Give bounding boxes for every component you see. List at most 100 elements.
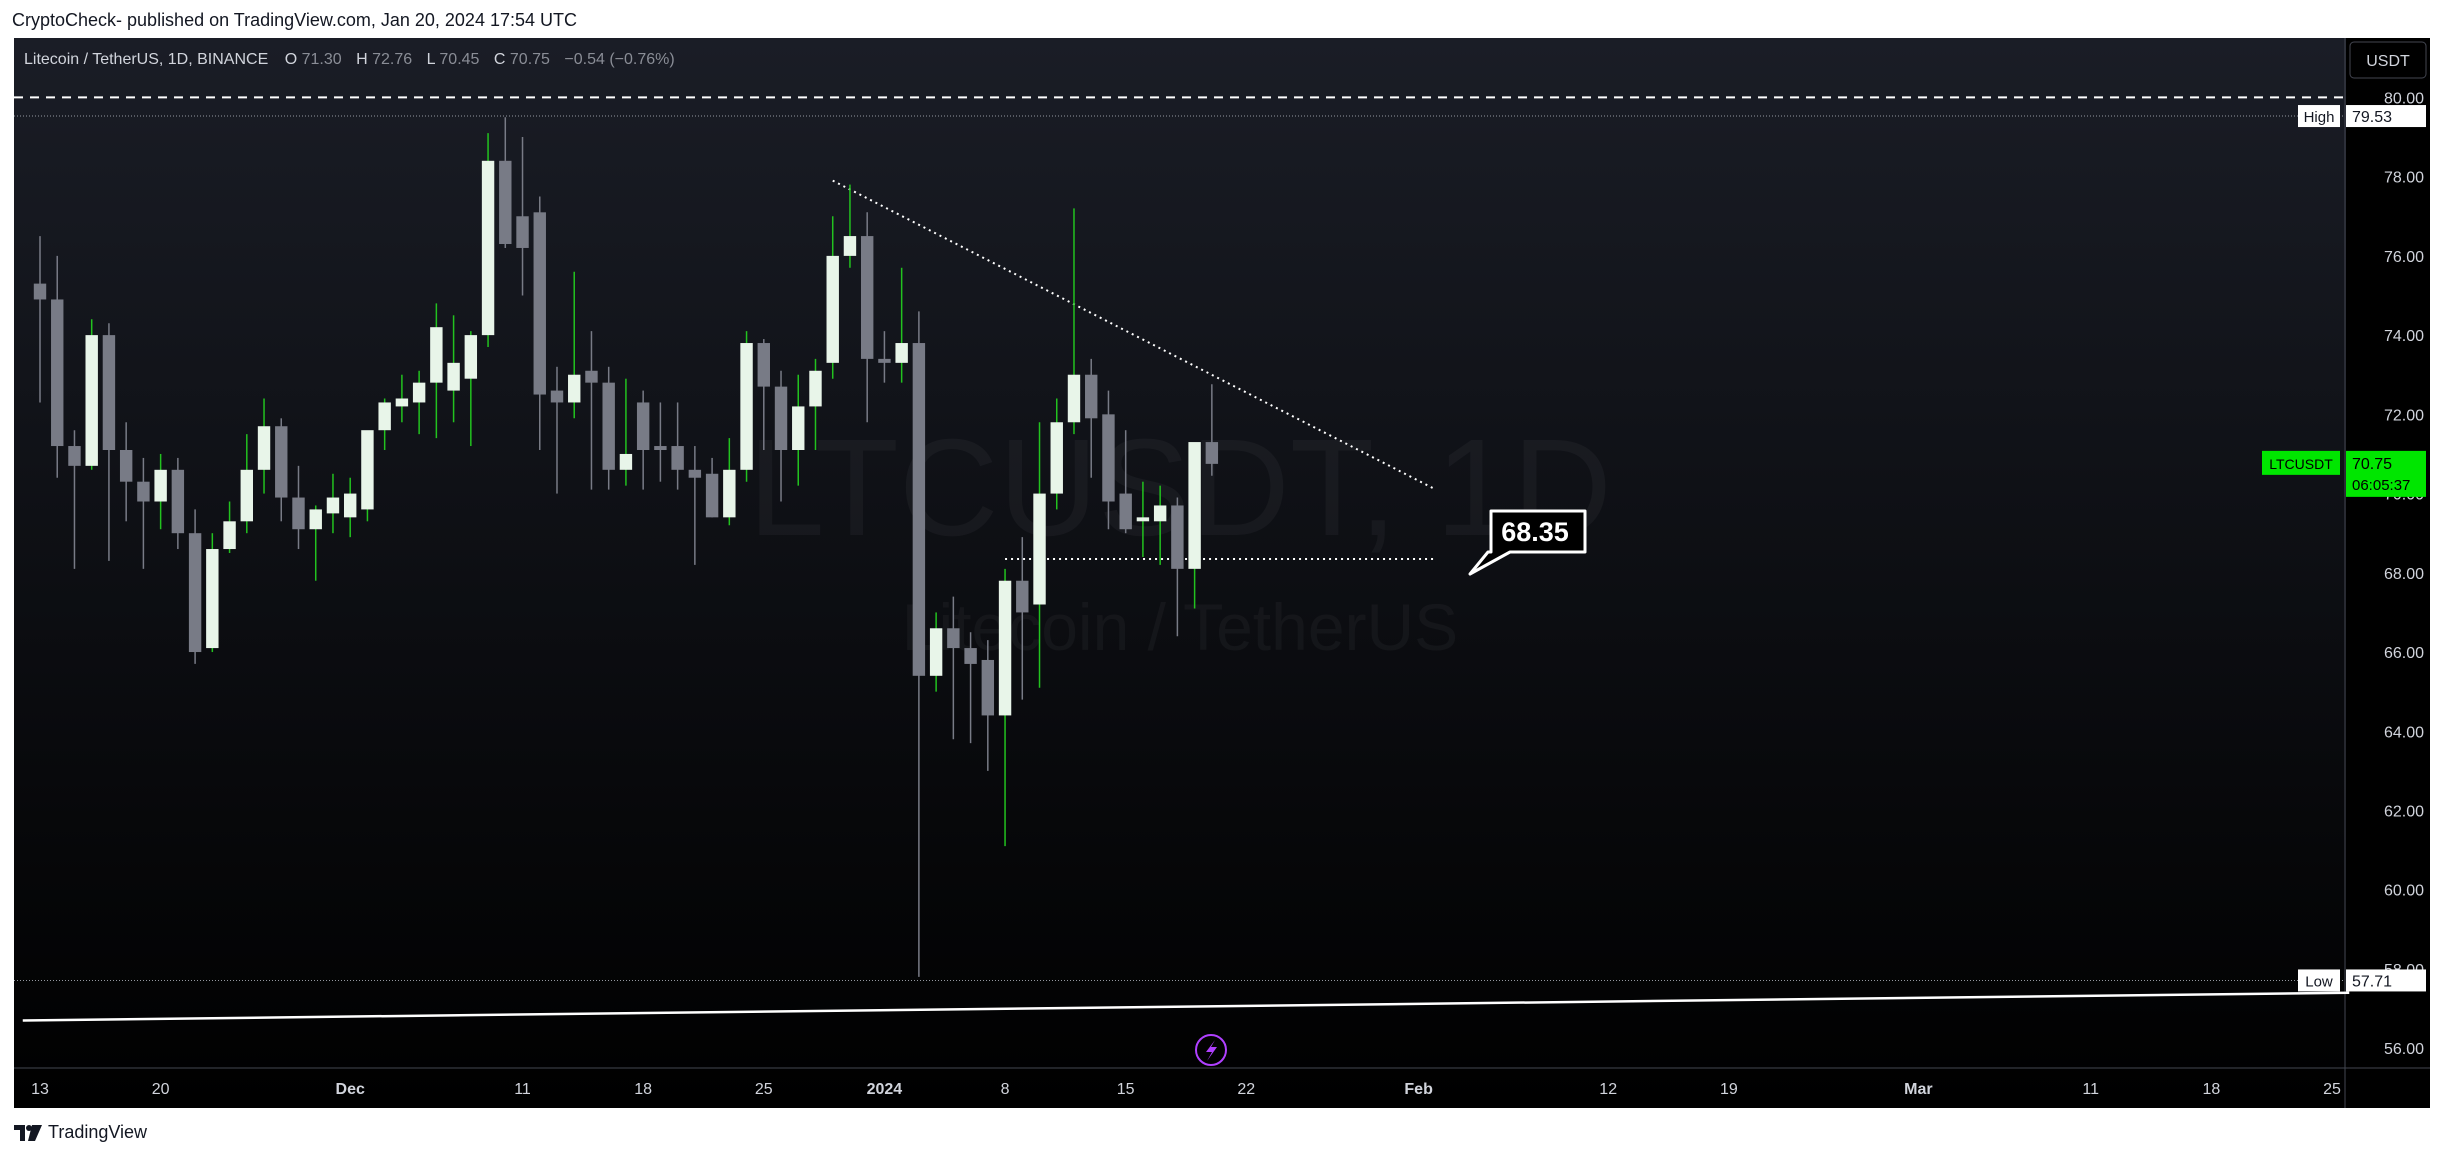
candle-body: [378, 402, 391, 431]
currency-button[interactable]: USDT: [2349, 41, 2427, 79]
x-tick-label: 15: [1117, 1081, 1135, 1098]
last-symbol-bg: [2262, 450, 2340, 475]
candle-body: [85, 335, 98, 466]
footer-brand: TradingView: [48, 1122, 148, 1142]
candle-body: [860, 236, 874, 359]
candle-body: [568, 374, 581, 403]
legend-low-label: L: [427, 51, 436, 68]
currency-button-label: USDT: [2366, 53, 2410, 70]
x-tick-label: 25: [755, 1081, 773, 1098]
callout-box: [1468, 509, 1587, 576]
candle-body: [1033, 493, 1046, 605]
candle-body: [1067, 374, 1081, 423]
price-chart[interactable]: LTCUSDT, 1D Litecoin / TetherUS 56.0058.…: [0, 0, 2444, 1110]
last-symbol-label: LTCUSDT: [2269, 456, 2333, 472]
candle-body: [326, 497, 340, 514]
candle-body: [1102, 414, 1115, 502]
candle-body: [154, 469, 167, 502]
y-tick-label: 76.00: [2384, 249, 2424, 266]
price-callout[interactable]: 68.35: [1468, 509, 1587, 576]
candle-body: [740, 343, 753, 470]
legend-high-label: H: [356, 51, 368, 68]
candle-body: [792, 406, 805, 450]
candle-body: [1153, 505, 1167, 522]
flash-alert-icon[interactable]: [1195, 1034, 1227, 1066]
callout-label: 68.35: [1501, 517, 1569, 547]
x-tick-label: Mar: [1904, 1081, 1932, 1098]
legend-low-value: 70.45: [439, 51, 479, 68]
legend-symbol: Litecoin / TetherUS, 1D, BINANCE: [24, 51, 268, 68]
candle-body: [1136, 517, 1150, 522]
candle-body: [188, 533, 202, 653]
x-tick-label: 8: [1001, 1081, 1010, 1098]
candle-body: [636, 402, 650, 450]
price-axis-panel: [2346, 38, 2430, 1108]
candle-body: [309, 509, 322, 530]
high-badge-label-bg: [2298, 105, 2340, 128]
candle-body: [516, 216, 529, 248]
watermark-name: Litecoin / TetherUS: [902, 590, 1458, 664]
tradingview-logo[interactable]: TradingView: [14, 1122, 147, 1143]
chart-background: [14, 38, 2346, 1108]
y-tick-label: 60.00: [2384, 883, 2424, 900]
candle-body: [257, 426, 271, 470]
candle-body: [1188, 442, 1201, 569]
candle-body: [809, 370, 822, 407]
candle-body: [550, 390, 564, 403]
legend-close-label: C: [494, 51, 506, 68]
x-tick-label: Dec: [336, 1081, 365, 1098]
candle-body: [137, 481, 150, 502]
candle-body: [947, 628, 960, 649]
candle-body: [912, 343, 926, 676]
candle-body: [430, 327, 443, 383]
legend-open-value: 71.30: [302, 51, 342, 68]
y-tick-label: 80.00: [2384, 90, 2424, 107]
x-tick-label: 25: [2323, 1081, 2341, 1098]
high-badge-value-bg: [2346, 105, 2426, 128]
y-tick-label: 78.00: [2384, 170, 2424, 187]
candle-body: [723, 469, 736, 518]
time-axis[interactable]: 13 20 Dec 11 18 25 2024 8 15 22 Feb 12 19 Mar 11 18 25: [31, 1081, 2341, 1098]
y-tick-label: 56.00: [2384, 1041, 2424, 1058]
candle-body: [499, 160, 512, 244]
candle-body: [671, 446, 684, 470]
rising-line-line: [22, 991, 2350, 1022]
candle-body: [51, 299, 64, 447]
y-tick-label: 66.00: [2384, 645, 2424, 662]
candle-body: [481, 160, 495, 336]
candle-body: [361, 430, 374, 510]
x-tick-label: 19: [1720, 1081, 1738, 1098]
publish-info-bar: CryptoCheck- published on TradingView.co…: [0, 0, 2444, 40]
last-price-bg: [2346, 450, 2426, 497]
x-tick-label: 2024: [867, 1081, 903, 1098]
candle-body: [275, 426, 288, 498]
low-badge-label: Low: [2305, 973, 2333, 990]
x-tick-label: 18: [2202, 1081, 2220, 1098]
candle-body: [206, 549, 219, 649]
drawing-lines: [14, 96, 2350, 1022]
x-tick-label: 11: [514, 1081, 531, 1098]
candle-body: [1171, 505, 1184, 569]
publish-info: CryptoCheck- published on TradingView.co…: [12, 10, 577, 30]
candle-body: [998, 580, 1012, 716]
candle-body: [343, 493, 357, 518]
candle-body: [68, 446, 81, 466]
legend-high-value: 72.76: [372, 51, 412, 68]
legend-open-label: O: [285, 51, 297, 68]
tradingview-logo-icon: [14, 1124, 42, 1141]
candle-body: [705, 473, 719, 518]
candle-body: [895, 343, 908, 363]
trendline-line: [832, 179, 1437, 491]
candle-body: [223, 521, 236, 550]
x-tick-label: 12: [1599, 1081, 1617, 1098]
candle-body: [1016, 580, 1029, 613]
candle-body: [292, 497, 305, 530]
candles: [33, 117, 1219, 977]
chart-legend[interactable]: Litecoin / TetherUS, 1D, BINANCE O 71.30…: [24, 51, 675, 68]
footer: TradingView: [0, 1110, 2444, 1155]
x-tick-label: 11: [2082, 1081, 2099, 1098]
candle-body: [981, 659, 995, 716]
candle-body: [843, 236, 857, 256]
watermark: LTCUSDT, 1D Litecoin / TetherUS: [748, 411, 1612, 664]
last-price-value: 70.75: [2352, 456, 2392, 473]
